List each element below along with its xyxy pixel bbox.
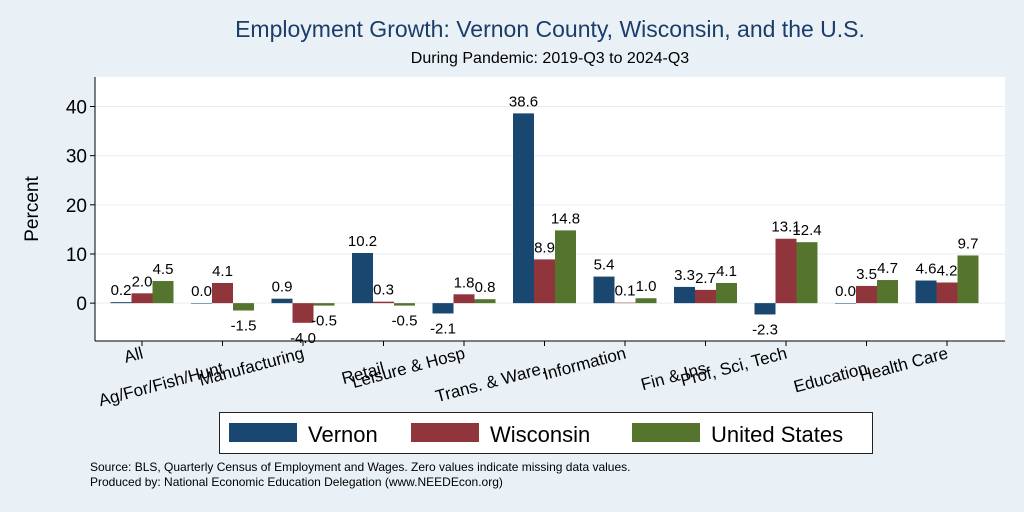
bar [936, 282, 958, 304]
x-tick-label: Health Care [857, 344, 950, 386]
legend-swatch-wisconsin [411, 423, 479, 442]
bar [233, 303, 254, 311]
data-label: 4.7 [877, 260, 898, 277]
bar [474, 299, 496, 304]
data-label: -4.0 [290, 330, 316, 347]
bar [635, 298, 657, 304]
data-label: 1.0 [636, 278, 657, 295]
legend-label-wisconsin: Wisconsin [490, 422, 591, 447]
bar [915, 280, 937, 304]
x-tick-label: Information [541, 344, 628, 384]
bar [191, 303, 212, 304]
bar [716, 282, 737, 304]
bar [373, 301, 394, 304]
data-label: 4.2 [937, 262, 958, 279]
bar [292, 303, 314, 323]
data-label: 2.7 [695, 270, 716, 287]
data-label: 0.3 [373, 282, 394, 299]
bar [352, 253, 373, 304]
data-label: 4.5 [153, 261, 174, 278]
data-label: 3.3 [674, 267, 695, 284]
data-label: 12.4 [792, 222, 821, 239]
data-label: 0.2 [111, 282, 132, 299]
legend-swatch-united-states [632, 423, 700, 442]
bar [877, 280, 898, 304]
y-tick-label: 30 [66, 147, 87, 168]
chart-title: Employment Growth: Vernon County, Wiscon… [235, 16, 865, 42]
data-label: 9.7 [958, 235, 979, 252]
data-label: 4.6 [916, 261, 937, 278]
bar [674, 286, 695, 304]
y-tick-label: 0 [76, 294, 87, 315]
data-label: 0.8 [475, 279, 496, 296]
data-label: -0.5 [392, 313, 418, 330]
data-label: 0.0 [835, 283, 856, 300]
data-label: -2.3 [752, 321, 778, 338]
bar [856, 285, 877, 304]
x-tick-label: All [122, 344, 145, 367]
data-label: 4.1 [212, 263, 233, 280]
data-label: 0.9 [272, 279, 293, 296]
bar [131, 293, 153, 304]
bar [835, 303, 856, 304]
bar [212, 282, 233, 304]
bar [432, 303, 454, 314]
bar [957, 255, 979, 304]
legend: Vernon Wisconsin United States [219, 412, 873, 454]
x-tick-label: Education [792, 359, 870, 397]
bar [775, 238, 797, 304]
y-tick-label: 10 [66, 245, 87, 266]
legend-label-vernon: Vernon [308, 422, 378, 447]
data-label: -0.5 [311, 313, 337, 330]
bar [313, 303, 335, 306]
legend-label-united-states: United States [711, 422, 844, 447]
bar [453, 294, 475, 304]
y-tick-label: 40 [66, 97, 87, 118]
data-label: 5.4 [594, 257, 615, 274]
bar [614, 302, 636, 304]
data-label: 0.1 [615, 283, 636, 300]
data-label: 4.1 [716, 263, 737, 280]
legend-swatch-vernon [229, 423, 297, 442]
x-tick-label: Manufacturing [197, 344, 306, 390]
x-tick-label: Prof, Sci, Tech [679, 344, 789, 391]
bar [593, 276, 615, 304]
source-line: Source: BLS, Quarterly Census of Employm… [90, 460, 631, 474]
data-label: 38.6 [509, 93, 538, 110]
data-label: 3.5 [856, 266, 877, 283]
bar [796, 242, 818, 304]
data-label: 13.1 [771, 219, 800, 236]
bar [110, 302, 132, 304]
bar [394, 303, 415, 306]
produced-by-line: Produced by: National Economic Education… [90, 475, 503, 489]
data-label: 2.0 [132, 273, 153, 290]
data-label: 8.9 [534, 239, 555, 256]
data-label: 10.2 [348, 233, 377, 250]
y-tick-label: 20 [66, 196, 87, 217]
data-label: -2.1 [430, 320, 456, 337]
data-label: 1.8 [454, 274, 475, 291]
y-axis-label: Percent [22, 176, 43, 242]
source-note: Source: BLS, Quarterly Census of Employm… [90, 460, 630, 490]
bar [754, 303, 776, 315]
bar [513, 113, 534, 304]
bar [152, 281, 174, 304]
bar [271, 298, 293, 304]
data-label: 0.0 [191, 283, 212, 300]
chart-subtitle: During Pandemic: 2019-Q3 to 2024-Q3 [410, 50, 690, 67]
data-label: 14.8 [551, 210, 580, 227]
bar [695, 289, 716, 304]
bar [555, 230, 576, 304]
data-label: -1.5 [231, 318, 257, 335]
bar [534, 259, 555, 304]
